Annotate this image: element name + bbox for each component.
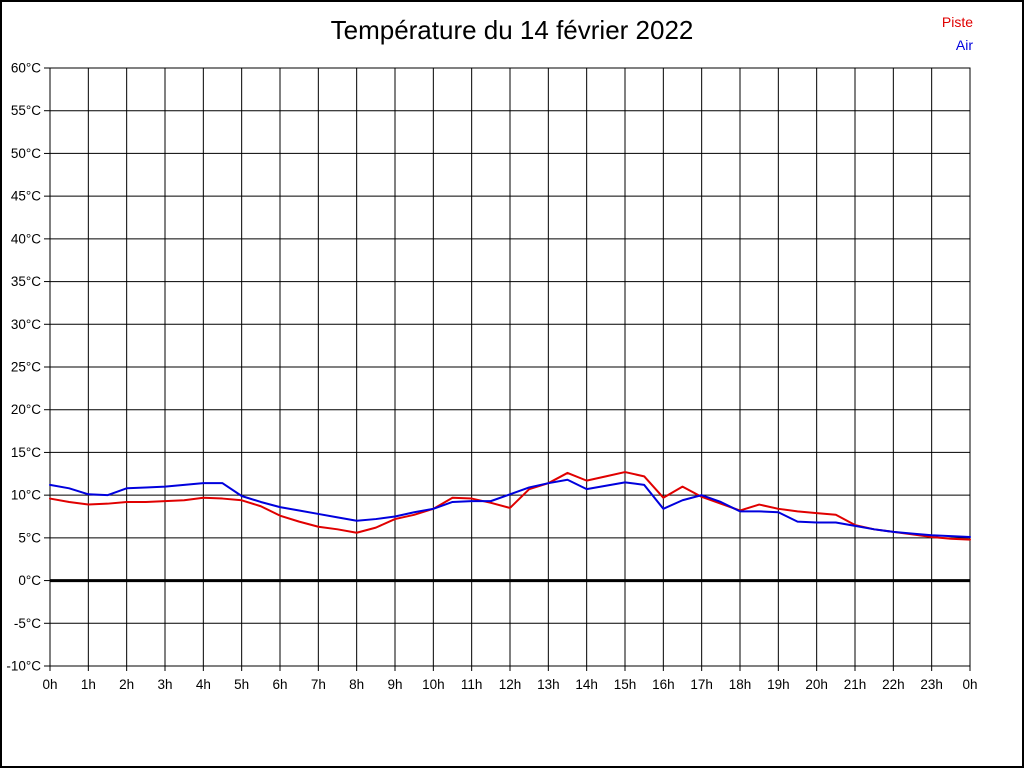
x-tick-label: 3h	[157, 677, 172, 692]
air-temperature-line	[49, 478, 971, 539]
y-tick-label: -10°C	[6, 659, 41, 674]
y-tick-label: 5°C	[18, 530, 41, 545]
x-tick-label: 23h	[920, 677, 943, 692]
y-tick-label: 55°C	[11, 103, 41, 118]
y-tick-label: 10°C	[11, 488, 41, 503]
y-tick-label: 0°C	[18, 573, 41, 588]
x-tick-label: 4h	[196, 677, 211, 692]
x-tick-label: 2h	[119, 677, 134, 692]
legend-item-piste: Piste	[941, 14, 973, 30]
x-tick-label: 20h	[805, 677, 828, 692]
x-tick-label: 0h	[42, 677, 57, 692]
x-tick-label: 21h	[844, 677, 867, 692]
x-tick-label: 13h	[537, 677, 560, 692]
x-tick-label: 14h	[575, 677, 598, 692]
x-tick-label: 22h	[882, 677, 905, 692]
x-tick-label: 17h	[690, 677, 713, 692]
legend: Piste Air	[942, 11, 973, 57]
x-tick-label: 16h	[652, 677, 675, 692]
x-tick-label: 11h	[461, 677, 483, 692]
chart-title: Température du 14 février 2022	[330, 15, 694, 45]
piste-temperature-line	[49, 471, 971, 541]
x-tick-label: 9h	[387, 677, 402, 692]
legend-item-air: Air	[955, 37, 973, 53]
y-tick-label: 25°C	[11, 360, 41, 375]
y-tick-label: 30°C	[11, 317, 41, 332]
y-tick-label: -5°C	[14, 616, 41, 631]
y-tick-label: 20°C	[11, 402, 41, 417]
x-tick-label: 6h	[272, 677, 287, 692]
y-tick-label: 40°C	[11, 231, 41, 246]
x-tick-label: 5h	[234, 677, 249, 692]
x-tick-label: 0h	[962, 677, 977, 692]
y-tick-label: 60°C	[11, 61, 41, 76]
x-tick-label: 19h	[767, 677, 790, 692]
x-tick-label: 12h	[499, 677, 522, 692]
x-tick-label: 8h	[349, 677, 364, 692]
y-tick-label: 50°C	[11, 146, 41, 161]
y-tick-label: 45°C	[11, 189, 41, 204]
y-tick-label: 15°C	[11, 445, 41, 460]
x-tick-label: 1h	[81, 677, 96, 692]
x-tick-label: 10h	[422, 677, 445, 692]
plot-frame	[49, 67, 971, 667]
x-tick-label: 18h	[729, 677, 752, 692]
x-tick-label: 15h	[614, 677, 637, 692]
x-tick-label: 7h	[311, 677, 326, 692]
y-tick-label: 35°C	[11, 274, 41, 289]
